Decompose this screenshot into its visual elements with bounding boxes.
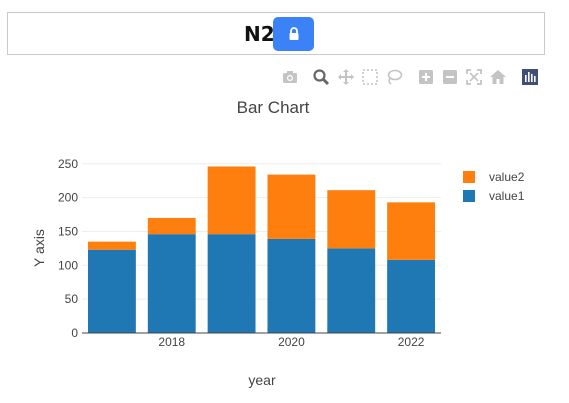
- bar-value2[interactable]: [207, 166, 256, 235]
- y-tick-labels: 0 50 100 150 200 250: [58, 157, 78, 340]
- page-title: N2: [244, 22, 275, 46]
- bar-value1[interactable]: [267, 238, 316, 333]
- plotly-logo-icon[interactable]: [521, 68, 539, 86]
- legend-label-value1[interactable]: value1: [489, 189, 525, 203]
- y-tick-label: 200: [58, 191, 78, 205]
- bar-value1[interactable]: [387, 259, 436, 333]
- x-tick-labels: 2018 2020 2022: [158, 335, 424, 349]
- chart-title: Bar Chart: [237, 98, 310, 117]
- autoscale-icon[interactable]: [465, 68, 483, 86]
- x-axis-title: year: [248, 372, 276, 388]
- legend-swatch-value1[interactable]: [463, 190, 475, 202]
- bar-value2[interactable]: [267, 174, 316, 239]
- y-tick-label: 0: [71, 326, 78, 340]
- chart-modebar: [0, 68, 569, 86]
- x-tick-label: 2022: [398, 335, 425, 349]
- y-axis-title: Y axis: [31, 229, 47, 267]
- y-tick-label: 50: [65, 292, 79, 306]
- lock-icon: [289, 27, 298, 40]
- bar-value2[interactable]: [87, 241, 136, 250]
- pan-icon[interactable]: [337, 68, 355, 86]
- y-tick-label: 100: [58, 258, 78, 272]
- zoom-icon[interactable]: [312, 68, 330, 86]
- bar-value2[interactable]: [147, 217, 196, 235]
- bar-value2[interactable]: [327, 190, 376, 249]
- y-tick-label: 250: [58, 157, 78, 171]
- reset-axes-icon[interactable]: [489, 68, 507, 86]
- zoom-in-icon[interactable]: [417, 68, 435, 86]
- bar-value1[interactable]: [87, 249, 136, 333]
- bar-value1[interactable]: [207, 234, 256, 333]
- zoom-out-icon[interactable]: [441, 68, 459, 86]
- box-select-icon[interactable]: [361, 68, 379, 86]
- legend: value2 value1: [463, 170, 525, 203]
- legend-swatch-value2[interactable]: [463, 171, 475, 183]
- header-panel: N2: [7, 12, 545, 55]
- bar-value1[interactable]: [147, 234, 196, 333]
- legend-label-value2[interactable]: value2: [489, 170, 525, 184]
- gridlines: [82, 163, 441, 300]
- x-tick-label: 2018: [158, 335, 185, 349]
- bar-value2[interactable]: [387, 202, 436, 260]
- bar-value1[interactable]: [327, 248, 376, 333]
- x-tick-label: 2020: [278, 335, 305, 349]
- lasso-select-icon[interactable]: [385, 68, 403, 86]
- lock-button[interactable]: [273, 17, 314, 51]
- bars: [87, 166, 436, 333]
- camera-icon[interactable]: [281, 68, 299, 86]
- y-tick-label: 150: [58, 224, 78, 238]
